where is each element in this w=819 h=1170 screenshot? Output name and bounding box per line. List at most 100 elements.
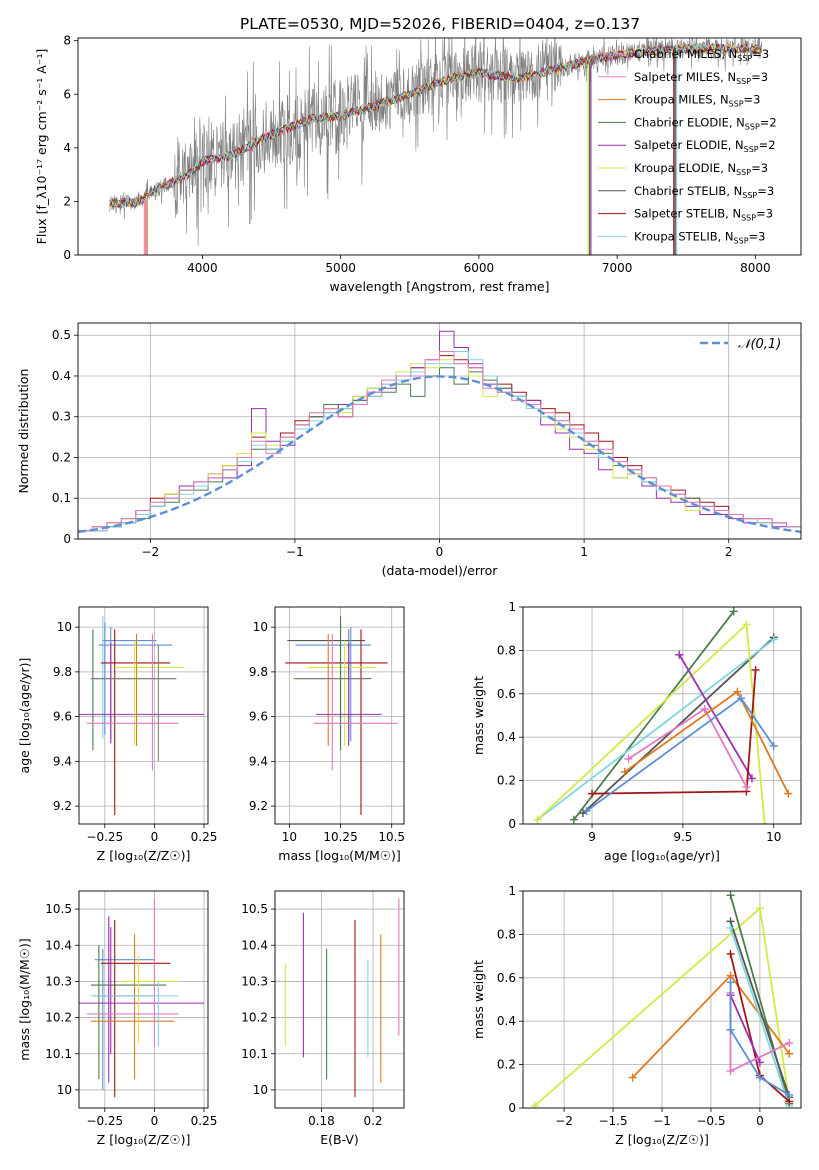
legend-entry: Salpeter ELODIE, NSSP=2 bbox=[634, 138, 776, 154]
weight-marker bbox=[588, 789, 597, 798]
weight-marker bbox=[742, 783, 751, 792]
x-tick-label: 8000 bbox=[740, 261, 771, 275]
weight-marker bbox=[785, 1090, 794, 1099]
y-tick-label: 8 bbox=[63, 34, 71, 48]
axes-frame bbox=[78, 890, 209, 1109]
y-tick-label: 0.5 bbox=[52, 328, 71, 342]
weight-marker bbox=[729, 607, 738, 616]
y-tick-label: 9.2 bbox=[53, 799, 72, 813]
x-tick-label: 9 bbox=[588, 830, 596, 844]
y-axis-label: Flux [f_λ10⁻¹⁷ erg cm⁻² s⁻¹ A⁻¹] bbox=[34, 49, 49, 245]
legend-entry: Chabrier ELODIE, NSSP=2 bbox=[634, 115, 777, 131]
axes-frame bbox=[77, 322, 802, 540]
y-tick-label: 9.2 bbox=[249, 799, 268, 813]
y-tick-label: 0.6 bbox=[497, 971, 516, 985]
weight-line bbox=[624, 690, 790, 795]
weight-marker bbox=[533, 815, 542, 824]
weight-marker bbox=[628, 1073, 637, 1082]
weight-line bbox=[627, 707, 748, 788]
residuals-panel: −2 −1 0 1 2 0 0.1 0.2 0.3 0.4 0.5 (data-model)/erro… bbox=[16, 322, 802, 578]
x-tick-label: −0.5 bbox=[696, 1114, 725, 1128]
weight-marker bbox=[569, 815, 578, 824]
gaussian-reference-curve bbox=[78, 375, 801, 534]
x-tick-label: 10.5 bbox=[378, 830, 405, 844]
y-tick-label: 10.1 bbox=[45, 1047, 72, 1061]
model-spectrum-line bbox=[109, 43, 763, 209]
axes-frame bbox=[274, 606, 405, 825]
weight-marker bbox=[700, 704, 709, 713]
y-tick-label: 10 bbox=[253, 620, 268, 634]
y-tick-label: 1 bbox=[508, 600, 516, 614]
y-tick-label: 9.8 bbox=[53, 665, 72, 679]
plot-area bbox=[79, 898, 205, 1098]
y-tick-label: 10.3 bbox=[45, 974, 72, 988]
legend-entry: Kroupa STELIB, NSSP=3 bbox=[634, 229, 765, 245]
y-tick-label: 10 bbox=[57, 1083, 72, 1097]
x-tick-label: −2 bbox=[141, 545, 159, 559]
y-tick-label: 10.4 bbox=[241, 938, 268, 952]
weight-marker bbox=[769, 741, 778, 750]
y-axis-label: age [log₁₀(age/yr)] bbox=[17, 658, 32, 774]
y-tick-label: 0 bbox=[63, 248, 71, 262]
y-tick-label: 10.1 bbox=[241, 1047, 268, 1061]
x-tick-label: 0 bbox=[151, 830, 159, 844]
weight-marker bbox=[747, 774, 756, 783]
y-tick-label: 10 bbox=[253, 1083, 268, 1097]
age-vs-metallicity-panel: −0.25 0 0.25 9.2 9.4 9.6 9.8 10 Z [log₁₀(Z/Z☉)] a… bbox=[17, 606, 217, 863]
y-axis-label: mass [log₁₀(M/M☉)] bbox=[17, 938, 32, 1060]
y-tick-label: 0.4 bbox=[497, 730, 516, 744]
figure-title: PLATE=0530, MJD=52026, FIBERID=0404, z=0… bbox=[240, 15, 640, 33]
y-tick-label: 0 bbox=[63, 532, 71, 546]
y-tick-label: 0.2 bbox=[497, 774, 516, 788]
weight-line bbox=[536, 638, 775, 821]
x-tick-label: 0.18 bbox=[308, 1114, 335, 1128]
plot-area bbox=[109, 38, 763, 255]
y-tick-label: 4 bbox=[63, 141, 71, 155]
y-tick-label: 0 bbox=[508, 817, 516, 831]
y-tick-label: 10.5 bbox=[241, 902, 268, 916]
x-tick-label: −0.25 bbox=[86, 1114, 123, 1128]
mass-vs-metallicity-panel: −0.25 0 0.25 10 10.1 10.2 10.3 10.4 10.5 Z [log₁₀… bbox=[17, 890, 218, 1147]
y-tick-label: 0.1 bbox=[52, 491, 71, 505]
x-tick-label: 6000 bbox=[464, 261, 495, 275]
x-tick-label: 0.25 bbox=[191, 1114, 218, 1128]
x-axis-label: mass [log₁₀(M/M☉)] bbox=[278, 848, 400, 863]
legend-entry: Chabrier MILES, NSSP=3 bbox=[634, 47, 769, 63]
y-tick-label: 9.6 bbox=[249, 710, 268, 724]
y-tick-label: 1 bbox=[508, 884, 516, 898]
x-tick-label: −2 bbox=[555, 1114, 573, 1128]
x-tick-label: 0 bbox=[436, 545, 444, 559]
x-axis-label: age [log₁₀(age/yr)] bbox=[604, 848, 720, 863]
axes-frame bbox=[77, 37, 802, 256]
y-axis-label: Normed distribution bbox=[16, 369, 31, 494]
x-axis-label: (data-model)/error bbox=[382, 563, 499, 578]
y-tick-label: 9.6 bbox=[53, 710, 72, 724]
y-tick-label: 0.2 bbox=[52, 450, 71, 464]
y-tick-label: 0.3 bbox=[52, 410, 71, 424]
weight-marker bbox=[620, 767, 629, 776]
axes-frame bbox=[274, 890, 405, 1109]
weight-marker bbox=[726, 949, 735, 958]
weight-line bbox=[573, 610, 735, 821]
x-axis-label: Z [log₁₀(Z/Z☉)] bbox=[615, 1132, 709, 1147]
y-tick-label: 10.2 bbox=[241, 1011, 268, 1025]
weight-marker bbox=[784, 789, 793, 798]
weight-marker bbox=[755, 1058, 764, 1067]
weight-marker bbox=[785, 1038, 794, 1047]
y-tick-label: 10 bbox=[57, 620, 72, 634]
weight-marker bbox=[726, 978, 735, 987]
y-tick-label: 9.8 bbox=[249, 665, 268, 679]
weight-marker bbox=[726, 923, 735, 932]
y-tick-label: 9.4 bbox=[249, 754, 268, 768]
mass-vs-ebv-panel: 0.18 0.2 10 10.1 10.2 10.3 10.4 10.5 E(B-V) bbox=[241, 890, 405, 1147]
y-tick-label: 0.8 bbox=[497, 927, 516, 941]
y-axis-label: mass weight bbox=[471, 676, 486, 755]
y-tick-label: 2 bbox=[63, 194, 71, 208]
x-tick-label: 0.2 bbox=[363, 1114, 382, 1128]
x-tick-label: −0.25 bbox=[86, 830, 123, 844]
x-axis-label: Z [log₁₀(Z/Z☉)] bbox=[97, 848, 191, 863]
spectrum-panel: 4000 5000 6000 7000 8000 0 2 4 6 8 wavelength [Ang… bbox=[34, 34, 802, 294]
weight-vs-metallicity-panel: −2 −1.5 −1 −0.5 0 0 0.2 0.4 0.6 0.8 1 Z [log₁₀(Z/Z☉… bbox=[471, 884, 802, 1147]
x-tick-label: 4000 bbox=[187, 261, 218, 275]
x-tick-label: 1 bbox=[580, 545, 588, 559]
